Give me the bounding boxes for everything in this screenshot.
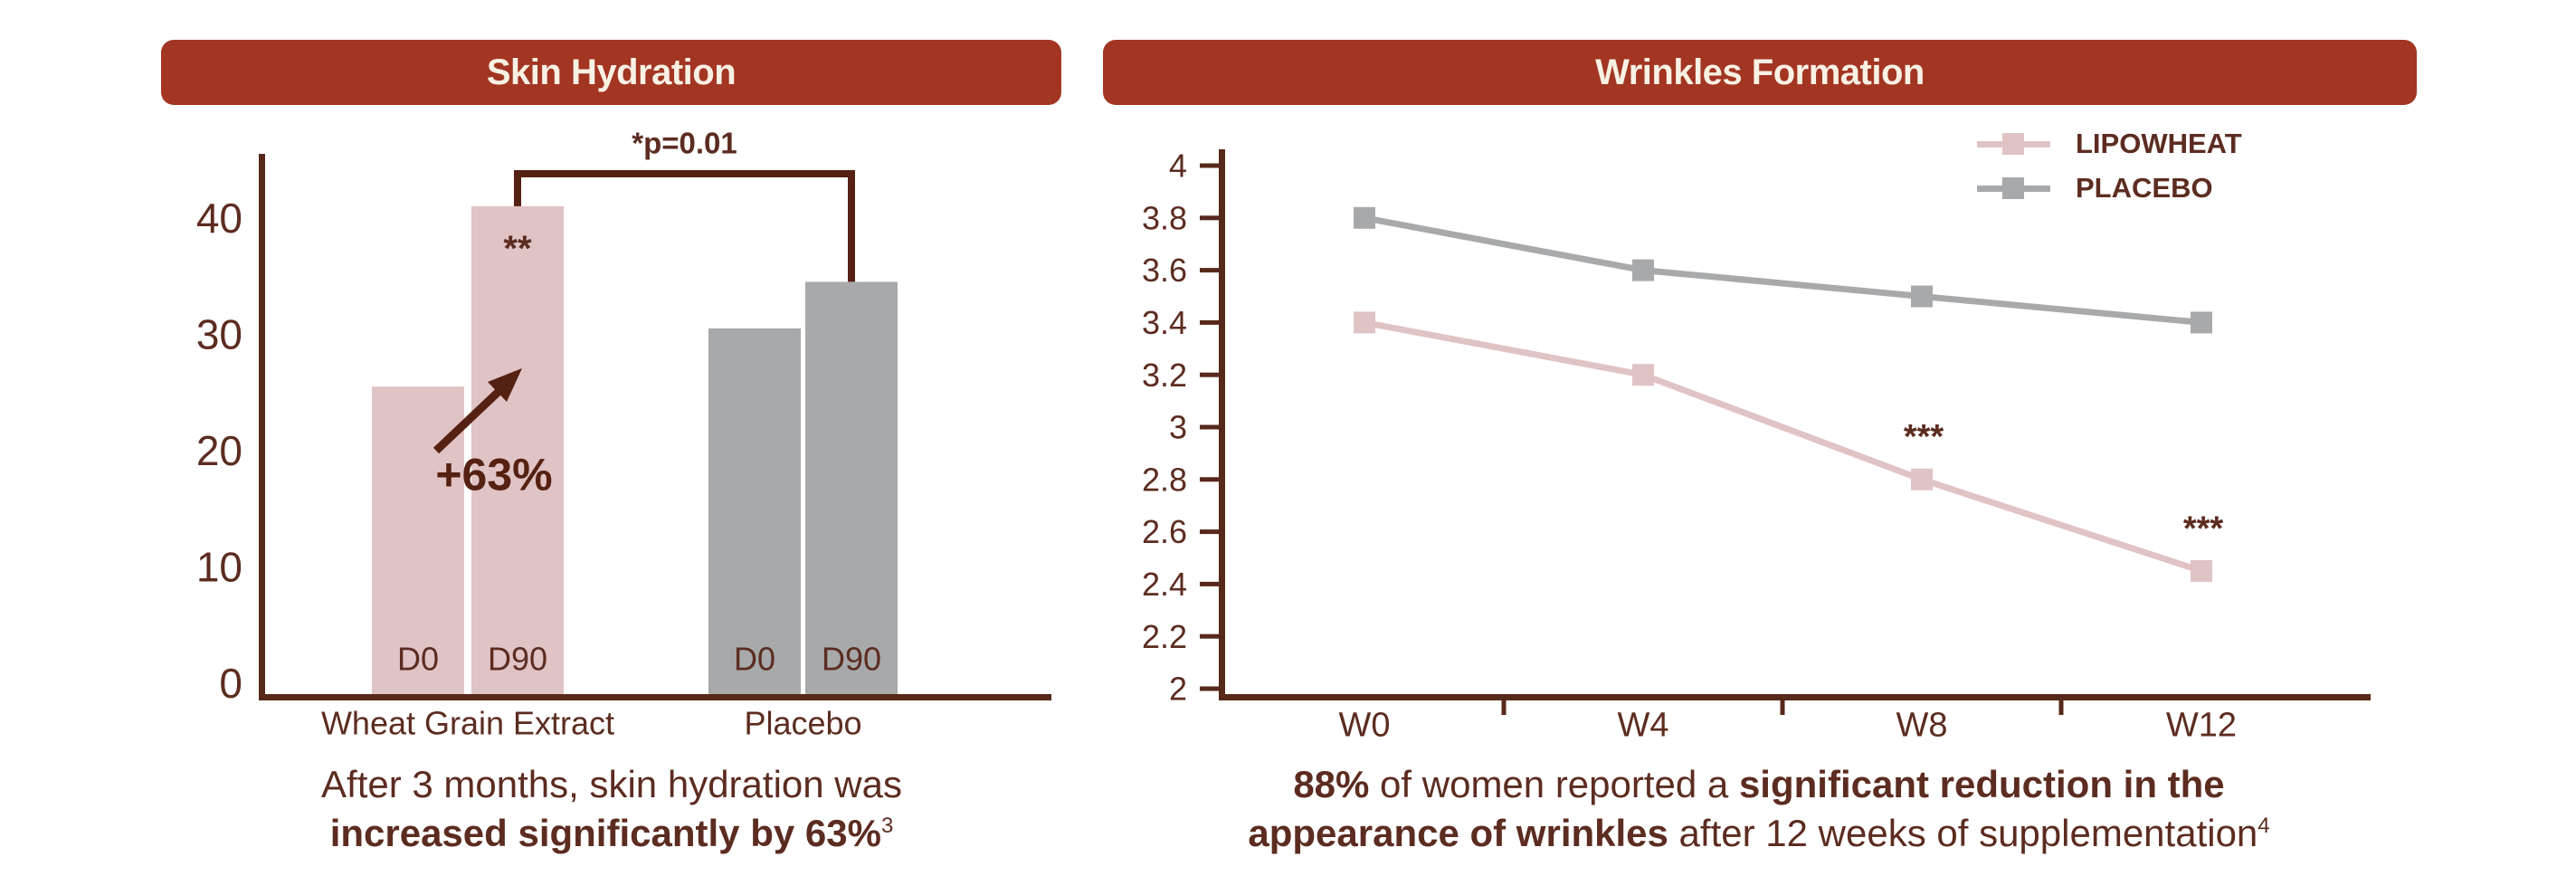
wrinkles-ytick (1200, 372, 1219, 377)
bar-timepoint-label: D0 (734, 641, 775, 678)
hydration-ytick-label: 20 (196, 427, 242, 474)
wrinkles-ytick-label: 2 (1169, 671, 1187, 708)
wrinkles-y-axis (1219, 149, 1225, 700)
bar-placebo-d90 (805, 281, 898, 694)
increase-arrow-head-icon (488, 368, 522, 402)
hydration-group-label: Wheat Grain Extract (321, 705, 614, 742)
point-significance-stars: *** (2183, 509, 2224, 547)
caption-right-bold2: significant reduction in the (1738, 763, 2225, 805)
legend-item-placebo: PLACEBO (1977, 171, 2242, 205)
legend-item-lipowheat: LIPOWHEAT (1977, 127, 2242, 160)
hydration-group-label: Placebo (744, 705, 861, 742)
hydration-ytick-label: 30 (196, 310, 242, 357)
wrinkles-ytick-label: 3.8 (1142, 199, 1187, 236)
lipowheat-series-marker-icon (1977, 132, 2050, 156)
legend-label-placebo: PLACEBO (2076, 171, 2213, 204)
skin-hydration-title: Skin Hydration (486, 52, 737, 92)
placebo-series-marker-icon (1977, 176, 2050, 200)
wrinkles-ytick (1200, 163, 1219, 168)
skin-hydration-caption: After 3 months, skin hydration was incre… (156, 760, 1068, 858)
p-value-label: *p=0.01 (632, 127, 737, 160)
caption-left-footnote: 3 (880, 814, 894, 838)
wrinkles-xtick-label: W4 (1618, 706, 1669, 744)
legend-label-lipowheat: LIPOWHEAT (2076, 127, 2242, 159)
bar-timepoint-label: D90 (822, 641, 881, 678)
series-marker-placebo (2191, 311, 2212, 334)
wrinkles-ytick (1200, 268, 1219, 273)
caption-left-line1: After 3 months, skin hydration was (321, 763, 902, 805)
caption-left-line2: increased significantly by 63% (329, 812, 881, 854)
hydration-x-axis (259, 694, 1051, 700)
wrinkles-ytick-label: 4 (1169, 148, 1187, 185)
caption-right-bold1: 88% (1293, 763, 1370, 805)
wrinkles-ytick (1200, 477, 1219, 482)
point-significance-stars: *** (1904, 418, 1944, 456)
wrinkles-ytick (1200, 686, 1219, 691)
bar-placebo-d0 (708, 328, 801, 694)
increase-arrow-shaft (433, 384, 507, 454)
wrinkles-ytick-label: 3.2 (1142, 357, 1187, 394)
wrinkles-ytick-label: 3 (1169, 409, 1187, 446)
series-marker-lipowheat (2191, 559, 2212, 582)
series-marker-placebo (1354, 206, 1375, 229)
wrinkles-xtick-label: W8 (1896, 706, 1948, 744)
wrinkles-xtick (1501, 700, 1507, 715)
significance-bracket (514, 170, 855, 282)
wrinkles-ytick-label: 2.8 (1142, 461, 1187, 498)
increase-percent-label: +63% (435, 450, 552, 500)
caption-right-bold3: appearance of wrinkles (1248, 812, 1668, 854)
caption-right-reg2: after 12 weeks of supplementation (1668, 812, 2258, 854)
hydration-ytick-label: 10 (196, 544, 242, 591)
wrinkles-xtick (2058, 700, 2064, 715)
wrinkles-xtick-label: W0 (1339, 706, 1391, 744)
wrinkles-caption: 88% of women reported a significant redu… (1126, 760, 2392, 858)
wrinkles-legend: LIPOWHEAT PLACEBO (1977, 127, 2242, 205)
series-marker-lipowheat (1911, 468, 1933, 490)
wrinkles-ytick (1200, 319, 1219, 325)
wrinkles-formation-title: Wrinkles Formation (1595, 52, 1925, 92)
bar-timepoint-label: D0 (397, 641, 439, 678)
wrinkles-xtick (1780, 700, 1785, 715)
bar-significance-stars: ** (503, 229, 532, 269)
hydration-ytick-label: 0 (219, 660, 242, 707)
series-marker-lipowheat (1354, 311, 1375, 334)
wrinkles-ytick-label: 3.4 (1142, 304, 1187, 341)
bar-timepoint-label: D90 (488, 641, 547, 678)
wrinkles-xtick-label: W12 (2166, 706, 2237, 744)
bar-wheat-grain-extract-d90 (471, 205, 564, 694)
skin-hydration-banner: Skin Hydration (161, 40, 1061, 105)
wrinkles-ytick-label: 2.4 (1142, 566, 1187, 603)
caption-right-footnote: 4 (2258, 814, 2270, 838)
caption-right-reg1: of women reported a (1369, 763, 1739, 805)
hydration-ytick-label: 40 (196, 195, 242, 242)
wrinkles-ytick (1200, 581, 1219, 586)
wrinkles-ytick-label: 2.6 (1142, 513, 1187, 550)
wrinkles-ytick (1200, 215, 1219, 221)
wrinkles-x-axis (1219, 694, 2371, 700)
series-marker-placebo (1632, 259, 1654, 281)
wrinkles-ytick (1200, 424, 1219, 430)
wrinkles-ytick (1200, 633, 1219, 639)
wrinkles-ytick-label: 3.6 (1142, 252, 1187, 289)
series-marker-lipowheat (1632, 364, 1654, 386)
series-line-placebo (1364, 214, 2202, 326)
wrinkles-formation-banner: Wrinkles Formation (1103, 40, 2417, 105)
wrinkles-ytick-label: 2.2 (1142, 618, 1187, 655)
hydration-y-axis (259, 154, 265, 700)
series-line-lipowheat (1364, 319, 2203, 575)
wrinkles-ytick (1200, 529, 1219, 535)
series-marker-placebo (1911, 285, 1933, 308)
